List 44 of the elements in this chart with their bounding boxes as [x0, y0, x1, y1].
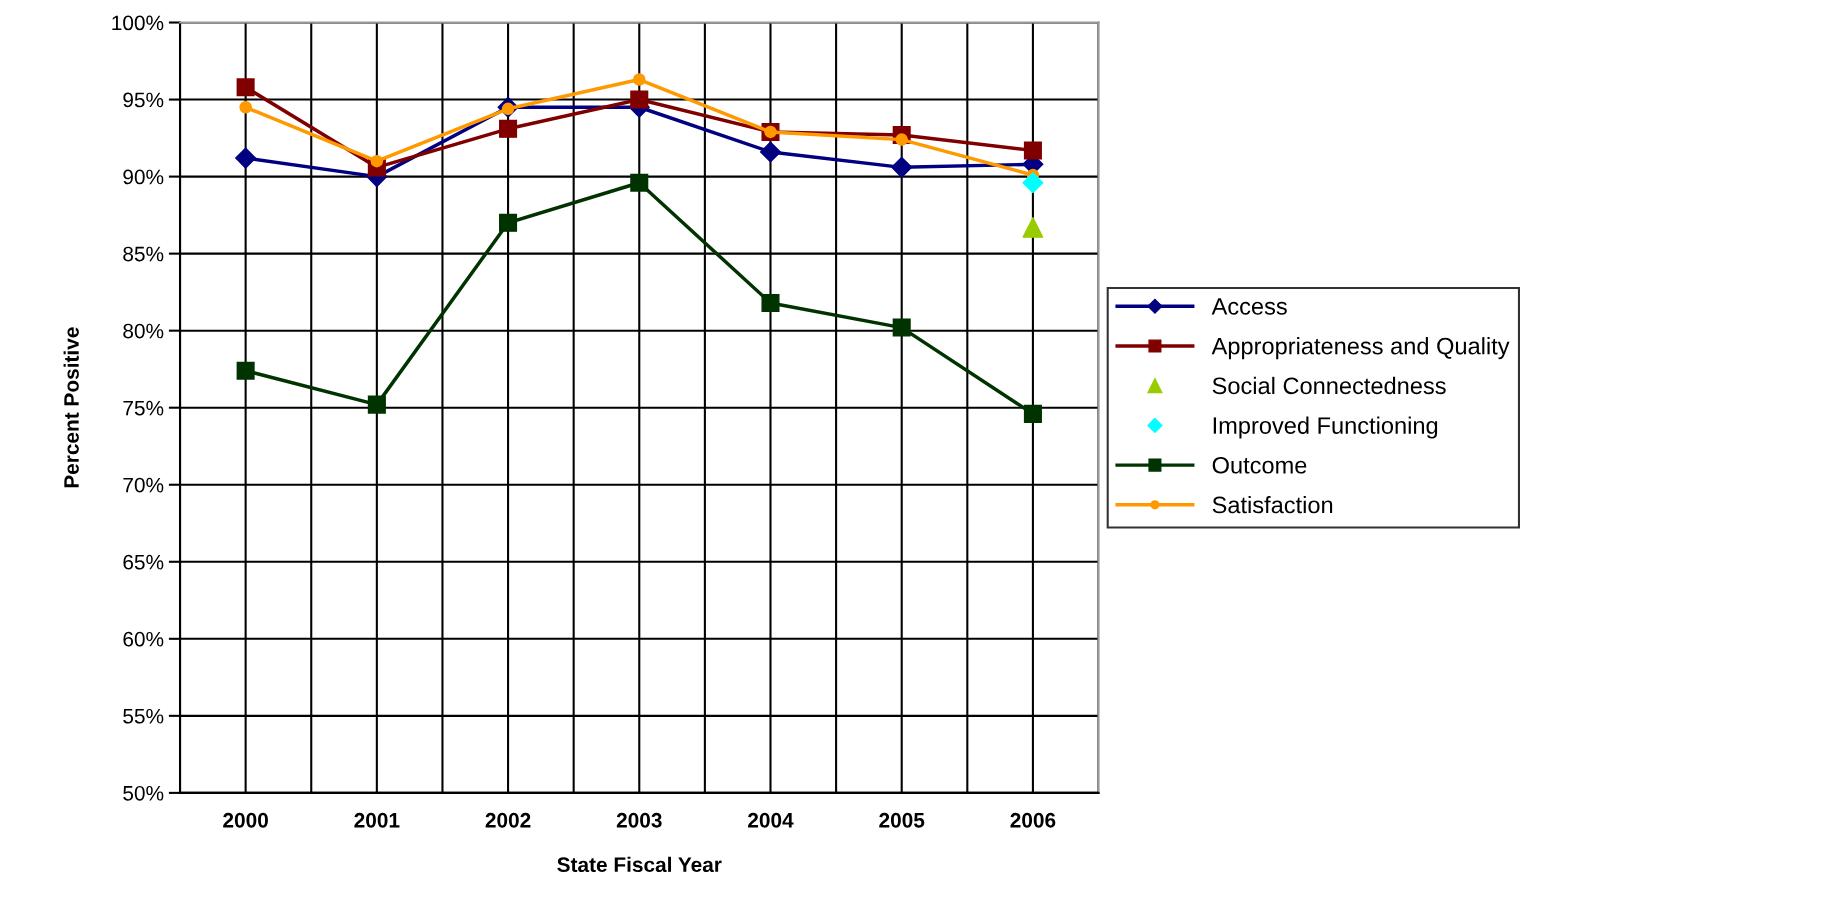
point — [1023, 141, 1042, 160]
point — [1022, 217, 1044, 238]
y-tick-label: 60% — [123, 631, 164, 647]
point — [239, 101, 252, 114]
x-tick-label: 2000 — [223, 812, 268, 828]
y-tick-label: 90% — [123, 169, 164, 185]
x-tick-label: 2002 — [485, 812, 531, 828]
point — [499, 213, 518, 232]
point — [759, 141, 782, 163]
y-tick-label: 55% — [123, 708, 164, 724]
y-tick-label: 100% — [112, 15, 164, 31]
point — [499, 119, 518, 138]
y-axis-title: Percent Positive — [63, 327, 79, 488]
x-tick-label: 2004 — [748, 812, 794, 828]
point — [235, 147, 257, 169]
y-tick-label: 80% — [123, 323, 164, 339]
y-tick-label: 70% — [123, 477, 164, 493]
point — [236, 361, 255, 380]
y-tick-label: 75% — [123, 400, 164, 416]
legend-label: Access — [1211, 298, 1287, 315]
y-tick-label: 50% — [123, 785, 164, 801]
point — [633, 73, 646, 86]
point — [761, 293, 780, 312]
legend-label: Social Connectedness — [1212, 376, 1446, 395]
point — [367, 395, 386, 414]
x-tick-label: 2006 — [1010, 812, 1056, 828]
point — [892, 318, 911, 337]
point — [1023, 404, 1042, 423]
legend-label: Appropriateness and Quality — [1211, 337, 1510, 360]
x-tick-label: 2005 — [879, 812, 925, 828]
point — [891, 156, 913, 178]
legend-label: Satisfaction — [1212, 495, 1333, 514]
x-tick-label: 2003 — [616, 812, 662, 828]
x-tick-label: 2001 — [354, 812, 400, 828]
y-tick-label: 65% — [123, 554, 164, 570]
point — [1022, 172, 1044, 194]
point — [630, 90, 649, 109]
legend-label: Improved Functioning — [1213, 416, 1438, 439]
y-tick-label: 95% — [123, 92, 164, 108]
x-axis-title: State Fiscal Year — [557, 856, 722, 873]
legend-label: Outcome — [1212, 456, 1307, 474]
y-tick-label: 85% — [123, 246, 164, 262]
point — [236, 78, 255, 97]
point — [630, 173, 649, 192]
